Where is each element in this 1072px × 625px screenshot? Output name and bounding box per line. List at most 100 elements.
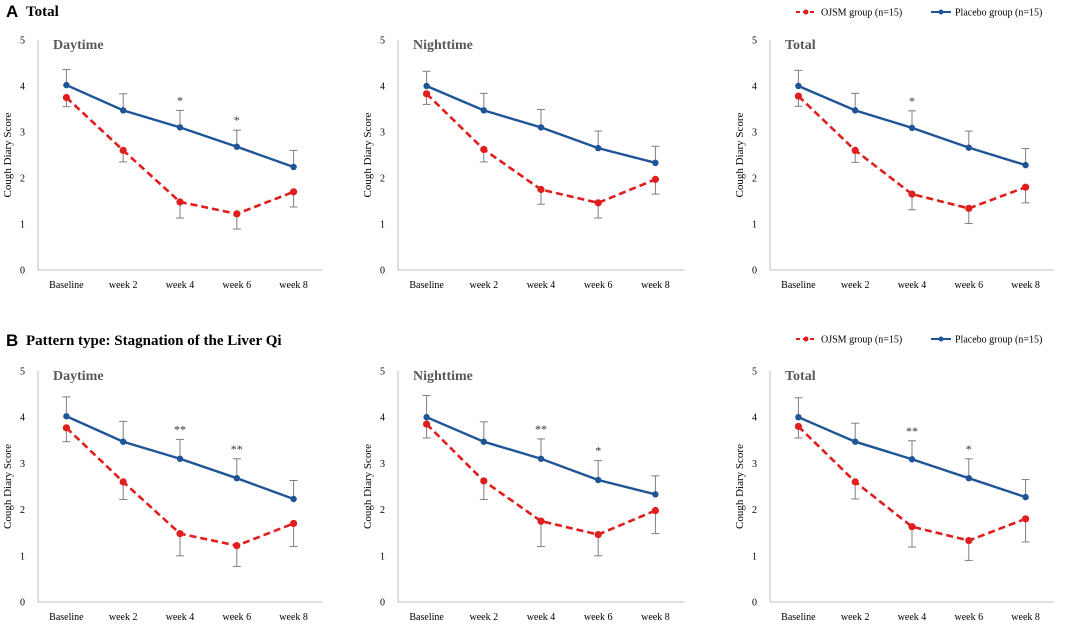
ojsm-data-point (537, 185, 545, 194)
ojsm-data-point (233, 542, 241, 550)
legend-placebo-marker (938, 9, 944, 15)
y-tick-label: 5 (380, 367, 385, 378)
chart-title: Total (785, 369, 816, 384)
y-tick-label: 5 (752, 36, 757, 47)
x-tick-label: week 2 (841, 280, 870, 291)
significance-marker: ** (535, 422, 547, 436)
x-tick-label: week 8 (1011, 280, 1040, 291)
placebo-data-point (120, 438, 127, 445)
chart-a-daytime: 0 1 2 3 4 5 Cough Diary Score Baseline week 2 wee… (2, 36, 322, 291)
legend-panel-b: OJSM group (n=15) Placebo group (n=15) (796, 335, 1042, 346)
ojsm-data-point (62, 424, 70, 432)
significance-marker: ** (906, 424, 918, 438)
x-tick-label: week 4 (527, 280, 556, 291)
x-tick-label: Baseline (409, 280, 444, 291)
ojsm-data-point (965, 204, 973, 212)
ojsm-data-point (537, 517, 545, 525)
y-tick-label: 1 (380, 551, 385, 562)
y-tick-label: 0 (752, 598, 757, 609)
y-tick-label: 0 (380, 266, 385, 277)
chart-title: Nighttime (413, 38, 473, 53)
y-tick-label: 0 (20, 266, 25, 277)
x-tick-label: Baseline (49, 280, 84, 291)
y-tick-label: 1 (20, 551, 25, 562)
placebo-data-point (595, 144, 602, 152)
y-tick-label: 4 (20, 82, 25, 93)
placebo-data-point (290, 163, 297, 171)
chart-title: Total (785, 38, 816, 53)
legend-panel-a: OJSM group (n=15) Placebo group (n=15) (796, 8, 1042, 19)
x-tick-label: Baseline (49, 612, 84, 623)
placebo-data-point (1022, 161, 1029, 169)
panel-b-title: Pattern type: Stagnation of the Liver Qi (26, 333, 282, 349)
x-tick-label: week 8 (1011, 612, 1040, 623)
placebo-data-point (480, 438, 487, 445)
ojsm-data-point (851, 146, 859, 154)
placebo-data-point (852, 438, 859, 445)
placebo-data-point (908, 456, 916, 463)
chart-a-total: 0 1 2 3 4 5 Cough Diary Score Baseline week 2 wee… (734, 36, 1054, 291)
x-tick-label: week 6 (222, 280, 251, 291)
y-axis-label: Cough Diary Score (362, 112, 374, 197)
significance-marker: * (234, 113, 240, 127)
y-axis-label: Cough Diary Score (2, 112, 14, 197)
x-tick-label: week 4 (898, 280, 927, 291)
panel-a-letter: A (6, 2, 18, 21)
ojsm-data-point (480, 477, 488, 485)
ojsm-data-point (794, 92, 803, 100)
x-tick-label: week 2 (841, 612, 870, 623)
placebo-data-point (537, 124, 545, 131)
ojsm-data-point (651, 175, 660, 183)
y-tick-label: 4 (752, 413, 757, 424)
x-tick-label: week 6 (584, 280, 613, 291)
x-tick-label: week 6 (954, 280, 983, 291)
ojsm-data-point (176, 530, 184, 538)
placebo-data-point (965, 474, 972, 482)
ojsm-data-point (1022, 515, 1030, 523)
placebo-data-point (595, 476, 602, 484)
legend-ojsm-label: OJSM group (n=15) (821, 8, 902, 19)
significance-marker: * (595, 444, 601, 458)
y-tick-label: 2 (752, 505, 757, 516)
significance-marker: ** (231, 442, 243, 456)
chart-b-nighttime: 0 1 2 3 4 5 Cough Diary Score Baseline week 2 wee… (362, 367, 684, 623)
placebo-data-point (290, 495, 297, 503)
ojsm-data-point (119, 146, 127, 154)
placebo-data-point (233, 474, 240, 482)
y-axis-label: Cough Diary Score (362, 444, 374, 529)
ojsm-data-point (908, 190, 916, 198)
placebo-data-point (63, 81, 70, 89)
x-tick-label: week 8 (279, 612, 308, 623)
placebo-data-point (965, 144, 972, 151)
y-tick-label: 2 (380, 174, 385, 185)
placebo-data-point (423, 414, 430, 421)
x-tick-label: week 4 (166, 612, 195, 623)
ojsm-data-point (794, 422, 803, 431)
chart-b-daytime: 0 1 2 3 4 5 Cough Diary Score Baseline week 2 wee… (2, 367, 322, 623)
y-tick-label: 2 (20, 174, 25, 185)
y-tick-label: 3 (380, 459, 385, 470)
placebo-data-point (652, 491, 659, 498)
ojsm-data-point (290, 188, 298, 196)
significance-marker: * (177, 93, 183, 107)
y-tick-label: 5 (20, 367, 25, 378)
y-tick-label: 1 (380, 220, 385, 231)
y-tick-label: 3 (752, 128, 757, 139)
legend-placebo-label: Placebo group (n=15) (955, 335, 1042, 346)
x-tick-label: week 8 (279, 280, 308, 291)
chart-b-total: 0 1 2 3 4 5 Cough Diary Score Baseline week 2 wee… (734, 367, 1054, 623)
ojsm-data-point (290, 519, 298, 528)
y-tick-label: 4 (20, 413, 25, 424)
y-tick-label: 4 (380, 82, 385, 93)
x-tick-label: week 4 (527, 612, 556, 623)
placebo-data-point (176, 455, 184, 462)
placebo-data-point (480, 107, 487, 114)
significance-marker: * (966, 442, 972, 456)
y-tick-label: 3 (752, 459, 757, 470)
placebo-data-point (795, 414, 802, 421)
x-tick-label: Baseline (409, 612, 444, 623)
placebo-data-point (908, 124, 916, 132)
placebo-data-point (1022, 493, 1029, 501)
y-axis-label: Cough Diary Score (734, 112, 746, 197)
legend-placebo-marker (938, 336, 944, 342)
